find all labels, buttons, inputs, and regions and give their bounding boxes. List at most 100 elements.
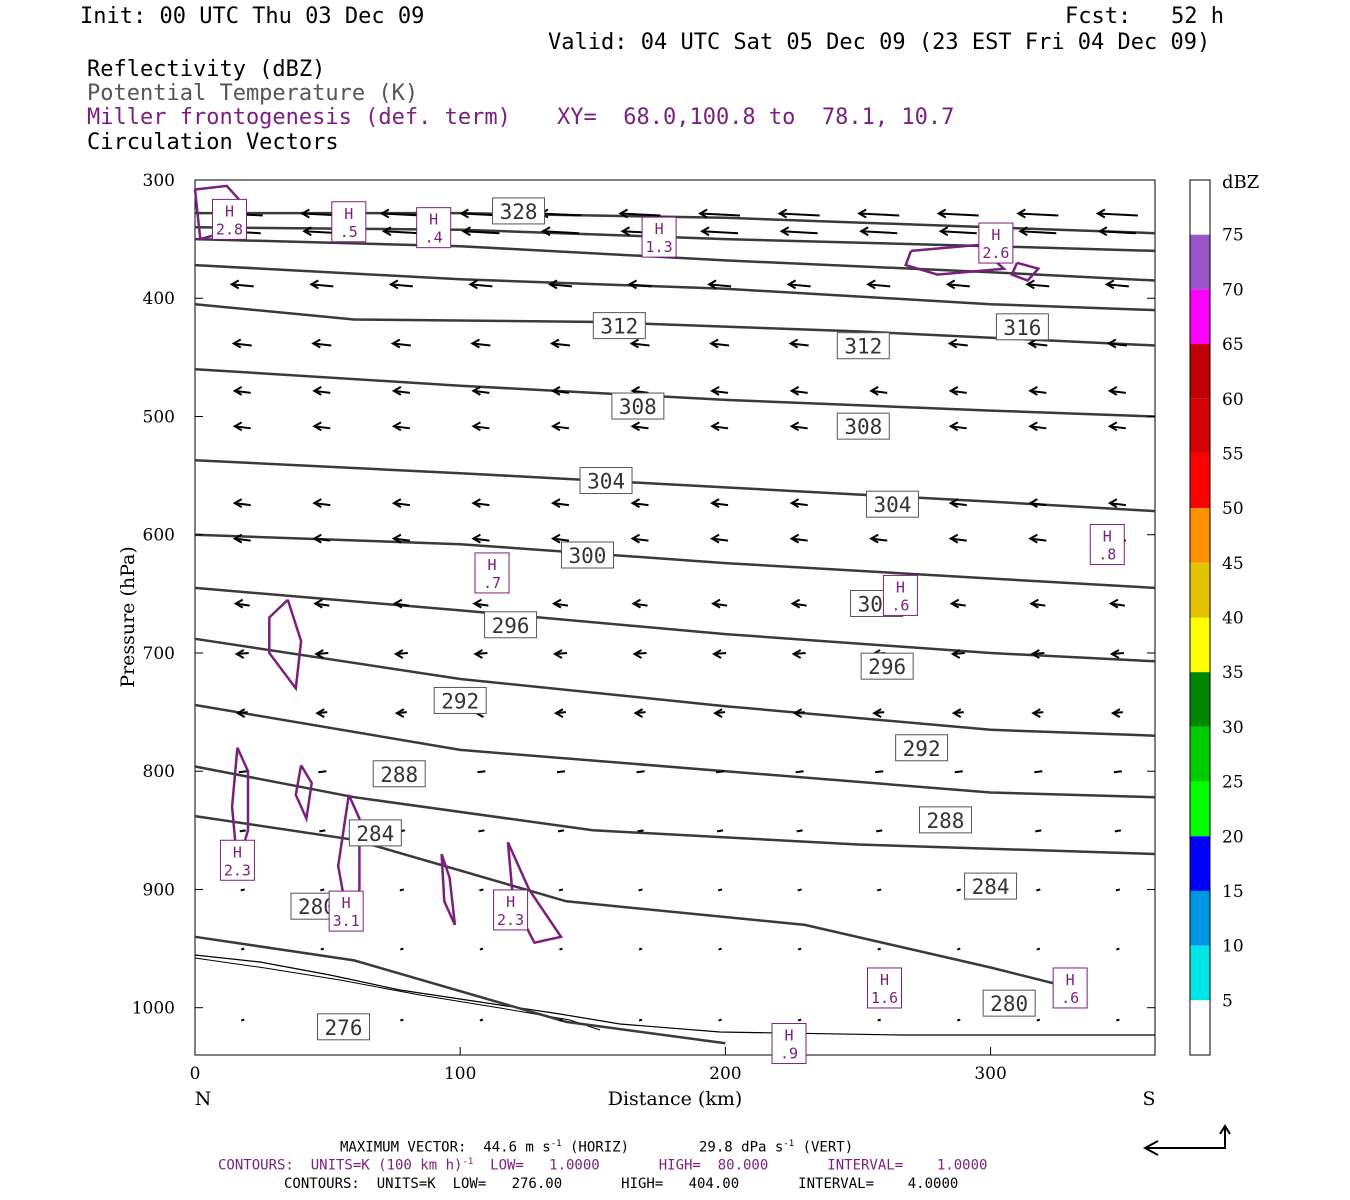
circulation-vector-head — [459, 208, 469, 219]
circulation-vector — [716, 829, 724, 833]
theta-label-box — [433, 686, 487, 714]
circulation-vector — [700, 212, 741, 217]
fronto-max-value: .5 — [340, 223, 358, 241]
circulation-vector — [233, 342, 252, 347]
colorbar-segment — [1190, 781, 1210, 837]
circulation-vector-head — [547, 279, 558, 290]
circulation-vector — [472, 342, 491, 347]
y-tick-label: 900 — [143, 880, 175, 900]
circulation-vector — [559, 947, 563, 951]
circulation-vector-head — [314, 649, 324, 659]
theta-label-box — [836, 412, 890, 440]
fronto-max-value: 3.1 — [333, 912, 360, 930]
circulation-vector-head — [552, 649, 563, 659]
theta-label: 280 — [990, 992, 1028, 1016]
circulation-vector-head — [857, 208, 867, 219]
colorbar-segment — [1190, 453, 1210, 509]
theta-label-box — [348, 819, 402, 847]
circulation-vector — [234, 502, 251, 507]
circulation-vector-head — [394, 708, 405, 718]
circulation-vector — [788, 283, 811, 288]
colorbar-segment — [1190, 344, 1210, 399]
circulation-vector — [240, 1018, 245, 1022]
theta-contour-296 — [194, 586, 1156, 663]
circulation-vector-head — [553, 708, 564, 718]
theta-label-box — [372, 760, 426, 788]
fronto-max-marker: H — [991, 226, 1000, 244]
circulation-vector-head — [712, 649, 722, 659]
circulation-vector-head — [1028, 533, 1038, 544]
y-tick-label: 300 — [143, 171, 175, 191]
colorbar-tick-label: 5 — [1222, 991, 1233, 1011]
x-tick-label: 100 — [444, 1064, 476, 1084]
colorbar-segment — [1190, 726, 1210, 782]
circulation-vector — [636, 770, 645, 774]
theta-contour-316 — [194, 263, 1156, 312]
circulation-vector-head — [468, 279, 478, 290]
fronto-max-marker: H — [225, 202, 234, 220]
fronto-max-value: .6 — [1061, 989, 1079, 1007]
circulation-vector — [234, 537, 251, 542]
circulation-vector — [473, 537, 490, 542]
fronto-max-marker: H — [342, 894, 351, 912]
circulation-vector — [479, 1018, 484, 1022]
valid-time: Valid: 04 UTC Sat 05 Dec 09 (23 EST Fri … — [548, 30, 1211, 55]
fronto-max-marker: H — [506, 893, 515, 911]
circulation-vector-head — [313, 598, 323, 609]
circulation-vector-head — [710, 385, 720, 396]
colorbar-tick-label: 65 — [1222, 335, 1244, 355]
fronto-max-marker: H — [1066, 971, 1075, 989]
circulation-vector — [1035, 829, 1042, 833]
circulation-vector — [1097, 212, 1138, 217]
circulation-vector — [558, 888, 564, 892]
circulation-vector-head — [789, 533, 800, 544]
theta-label: 288 — [927, 809, 965, 833]
fronto-max-marker: H — [429, 211, 438, 229]
circulation-vector — [314, 389, 331, 394]
colorbar-tick-label: 30 — [1222, 718, 1244, 738]
circulation-vector-head — [630, 421, 641, 432]
circulation-vector-head — [391, 385, 402, 396]
circulation-vector-head — [869, 533, 879, 544]
circulation-vector-head — [540, 226, 551, 237]
colorbar-tick-label: 60 — [1222, 390, 1244, 410]
circulation-vector-head — [235, 708, 246, 718]
circulation-vector-head — [710, 533, 720, 544]
circulation-vector-head — [788, 338, 799, 349]
circulation-vector — [1020, 230, 1057, 235]
circulation-vector — [473, 389, 490, 394]
y-axis-label: Pressure (hPa) — [117, 546, 139, 688]
circulation-vector — [1027, 283, 1050, 288]
colorbar-frame — [1189, 179, 1211, 1056]
colorbar-segment — [1190, 945, 1210, 1001]
circulation-vector — [320, 888, 325, 892]
fronto-max-marker: H — [880, 971, 889, 989]
circulation-vector-head — [869, 385, 879, 396]
circulation-vector-head — [786, 279, 797, 290]
circulation-vector — [552, 425, 570, 430]
circulation-vector — [859, 212, 900, 217]
theta-label: 328 — [500, 200, 538, 224]
circulation-vector — [1115, 888, 1121, 892]
circulation-vector-head — [461, 226, 471, 237]
fronto-max-box — [771, 1023, 807, 1065]
circulation-vector-head — [471, 533, 481, 544]
circulation-vector — [711, 537, 729, 542]
fronto-max-value: 2.6 — [982, 244, 1009, 262]
circulation-vector-head — [792, 708, 803, 718]
x-tick-label: 300 — [974, 1064, 1006, 1084]
circulation-vector — [718, 1018, 722, 1022]
theta-label: 292 — [441, 689, 479, 713]
circulation-vector — [240, 888, 245, 892]
circulation-vector — [1030, 389, 1047, 394]
theta-contour-328 — [195, 211, 1156, 235]
theta-contour-320 — [194, 237, 1156, 282]
circulation-vector-head — [233, 598, 244, 609]
circulation-vector-head — [1110, 708, 1121, 718]
fronto-max-box — [331, 201, 367, 243]
circulation-vector — [876, 829, 883, 833]
circulation-vector — [311, 283, 334, 288]
circulation-vector-head — [790, 598, 801, 609]
fronto-max-box — [1089, 524, 1125, 566]
